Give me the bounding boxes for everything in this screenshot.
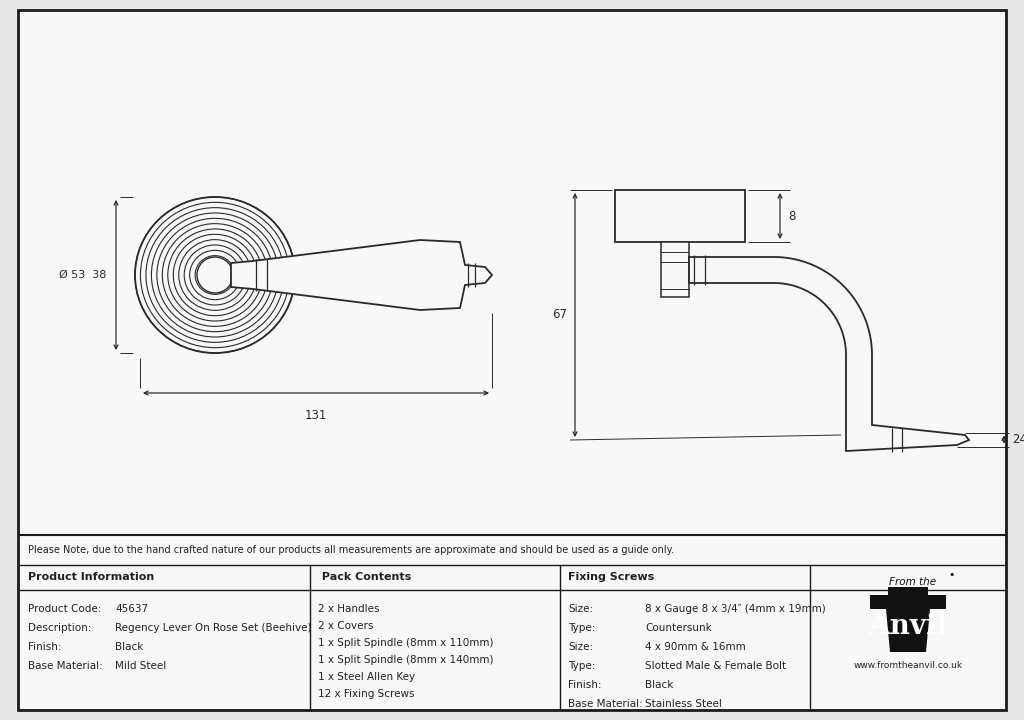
Text: Size:: Size: <box>568 604 593 614</box>
Text: Fixing Screws: Fixing Screws <box>568 572 654 582</box>
Text: Finish:: Finish: <box>28 642 61 652</box>
Text: Type:: Type: <box>568 623 595 633</box>
Text: Type:: Type: <box>568 661 595 671</box>
Polygon shape <box>231 240 492 310</box>
Text: 67: 67 <box>552 308 567 322</box>
Text: 1 x Split Spindle (8mm x 110mm): 1 x Split Spindle (8mm x 110mm) <box>318 638 494 648</box>
Text: 8 x Gauge 8 x 3/4″ (4mm x 19mm): 8 x Gauge 8 x 3/4″ (4mm x 19mm) <box>645 604 825 614</box>
Ellipse shape <box>197 257 233 293</box>
Text: 45637: 45637 <box>115 604 148 614</box>
Text: •: • <box>949 570 955 580</box>
Text: 2 x Handles: 2 x Handles <box>318 604 380 614</box>
Bar <box>19 11 1005 535</box>
Text: Finish:: Finish: <box>568 680 601 690</box>
Bar <box>888 587 928 595</box>
Text: Please Note, due to the hand crafted nature of our products all measurements are: Please Note, due to the hand crafted nat… <box>28 545 674 555</box>
Text: Slotted Male & Female Bolt: Slotted Male & Female Bolt <box>645 661 786 671</box>
Text: Anvil: Anvil <box>868 613 947 641</box>
Text: Regency Lever On Rose Set (Beehive): Regency Lever On Rose Set (Beehive) <box>115 623 311 633</box>
Text: www.fromtheanvil.co.uk: www.fromtheanvil.co.uk <box>853 660 963 670</box>
Text: Description:: Description: <box>28 623 91 633</box>
Bar <box>19 536 1005 709</box>
Bar <box>615 190 745 242</box>
Text: Ø 53  38: Ø 53 38 <box>58 270 106 280</box>
Bar <box>870 595 946 609</box>
Text: 24: 24 <box>1012 433 1024 446</box>
Ellipse shape <box>135 197 295 353</box>
Text: Countersunk: Countersunk <box>645 623 712 633</box>
Text: Pack Contents: Pack Contents <box>318 572 412 582</box>
Text: 131: 131 <box>305 409 328 422</box>
Text: From the: From the <box>890 577 937 587</box>
Text: Stainless Steel: Stainless Steel <box>645 699 722 709</box>
Text: Product Information: Product Information <box>28 572 155 582</box>
Text: Size:: Size: <box>568 642 593 652</box>
Text: Black: Black <box>115 642 143 652</box>
Text: Base Material:: Base Material: <box>568 699 643 709</box>
Polygon shape <box>689 257 969 451</box>
Text: Product Code:: Product Code: <box>28 604 101 614</box>
Text: Black: Black <box>645 680 674 690</box>
Bar <box>662 242 689 297</box>
Text: 1 x Split Spindle (8mm x 140mm): 1 x Split Spindle (8mm x 140mm) <box>318 655 494 665</box>
Text: 1 x Steel Allen Key: 1 x Steel Allen Key <box>318 672 415 682</box>
Text: 8: 8 <box>788 210 796 222</box>
Text: 2 x Covers: 2 x Covers <box>318 621 374 631</box>
Polygon shape <box>886 609 930 652</box>
Text: Base Material:: Base Material: <box>28 661 102 671</box>
Text: 12 x Fixing Screws: 12 x Fixing Screws <box>318 689 415 699</box>
Text: Mild Steel: Mild Steel <box>115 661 166 671</box>
Text: 4 x 90mm & 16mm: 4 x 90mm & 16mm <box>645 642 745 652</box>
